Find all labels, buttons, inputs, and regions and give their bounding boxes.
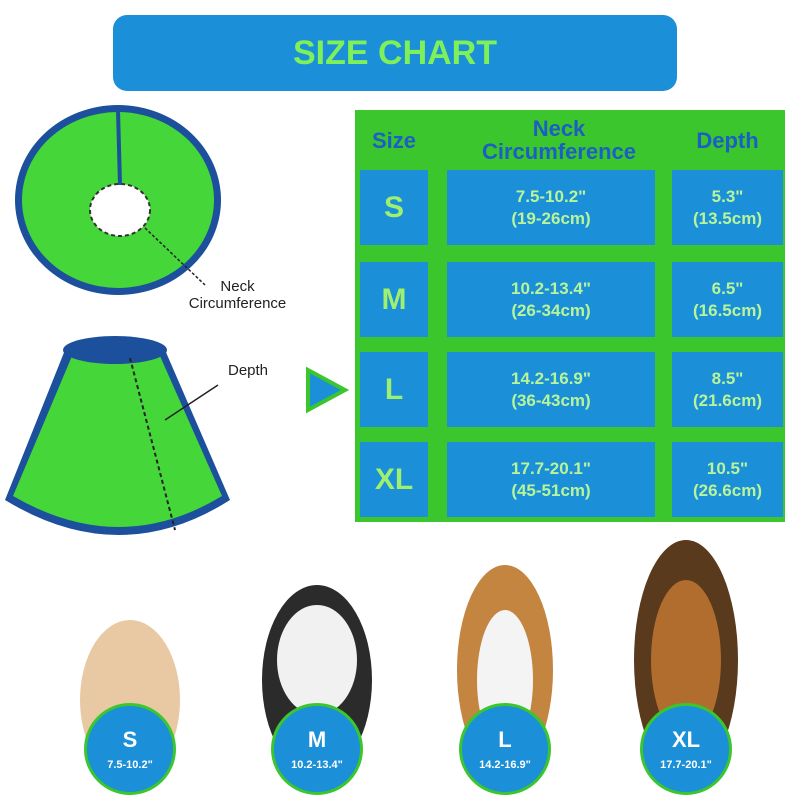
cell-line: (16.5cm) [693,300,762,320]
column-header: Size [371,127,417,153]
cell-line: 6.5" [711,278,744,298]
badge-size: S [122,727,138,752]
cell-line: 10.2-13.4" [511,278,591,298]
title-banner: SIZE CHART [113,15,677,91]
cell-line: (45-51cm) [511,480,591,500]
badge-range: 14.2-16.9" [479,759,531,771]
cell-line: (36-43cm) [511,390,591,410]
cell-line: (21.6cm) [693,390,762,410]
badge-size: L [498,727,512,752]
badge-size: M [307,727,327,752]
size-badge: L 14.2-16.9" [459,703,551,795]
size-table: Size Neck Circumference Depth S 7.5-10.2" (19… [355,110,785,522]
neck-annotation: Neck Circumference [188,278,287,312]
cell-line: 5.3" [711,186,744,206]
cell-line: 7.5-10.2" [515,186,587,206]
depth-cell: 8.5" (21.6cm) [672,352,783,427]
column-header: Depth [696,127,759,153]
arrow [306,366,350,414]
size-cell: S [360,170,428,245]
neck-cell: 7.5-10.2" (19-26cm) [447,170,655,245]
size-cell: L [360,352,428,427]
size-cell: XL [360,442,428,517]
column-header: Neck Circumference [481,116,637,164]
cell-line: 17.7-20.1" [511,458,591,478]
cell-line: 8.5" [711,368,744,388]
depth-annotation: Depth [227,362,269,379]
size-badge: M 10.2-13.4" [271,703,363,795]
neck-cell: 17.7-20.1" (45-51cm) [447,442,655,517]
depth-cell: 5.3" (13.5cm) [672,170,783,245]
cell-line: (26.6cm) [693,480,762,500]
size-badge: XL 17.7-20.1" [640,703,732,795]
cone-side [5,336,230,535]
size-cell: M [360,262,428,337]
cell-line: 14.2-16.9" [511,368,591,388]
neck-cell: 14.2-16.9" (36-43cm) [447,352,655,427]
depth-cell: 10.5" (26.6cm) [672,442,783,517]
badge-range: 17.7-20.1" [660,759,712,771]
cell-line: (19-26cm) [511,208,591,228]
size-badge: S 7.5-10.2" [84,703,176,795]
badge-size: XL [671,727,701,752]
cell-line: 10.5" [706,458,749,478]
neck-cell: 10.2-13.4" (26-34cm) [447,262,655,337]
cone-top [15,105,221,295]
cell-line: (26-34cm) [511,300,591,320]
depth-cell: 6.5" (16.5cm) [672,262,783,337]
badge-range: 7.5-10.2" [107,759,153,771]
badge-range: 10.2-13.4" [291,759,343,771]
cell-line: (13.5cm) [693,208,762,228]
